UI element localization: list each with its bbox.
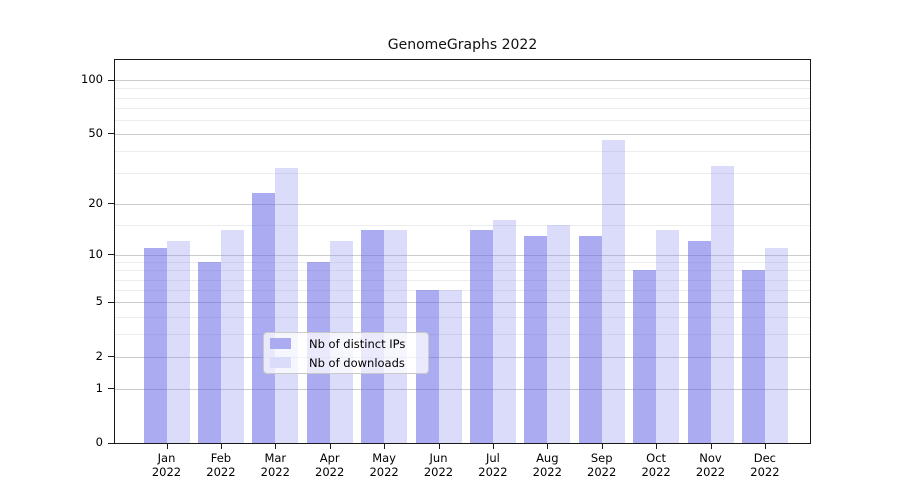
- bar-downloads-jun: [438, 290, 462, 443]
- bar-distinct-ips-oct: [633, 270, 657, 443]
- bar-distinct-ips-sep: [578, 235, 602, 443]
- y-tick-label-5: 5: [95, 294, 103, 309]
- bar-distinct-ips-feb: [197, 262, 221, 443]
- x-tick-nov: [710, 444, 712, 449]
- bar-distinct-ips-nov: [687, 241, 711, 443]
- x-tick-label-feb: Feb 2022: [206, 451, 236, 479]
- major-gridline-10: [115, 254, 810, 256]
- x-tick-sep: [601, 444, 603, 449]
- y-tick-2: [108, 356, 115, 358]
- major-gridline-20: [115, 203, 810, 205]
- bar-downloads-dec: [764, 247, 788, 443]
- y-tick-1: [108, 388, 115, 389]
- minor-gridline-80: [115, 97, 810, 99]
- minor-gridline-3: [115, 334, 810, 335]
- y-tick-0: [108, 442, 115, 444]
- legend-row-downloads: Nb of downloads: [264, 353, 428, 372]
- bar-downloads-oct: [656, 230, 680, 443]
- major-gridline-5: [115, 302, 810, 304]
- legend-swatch-downloads: [270, 357, 291, 368]
- legend-label-downloads: Nb of downloads: [309, 355, 405, 370]
- x-tick-mar: [275, 444, 277, 449]
- x-tick-label-mar: Mar 2022: [260, 451, 290, 479]
- x-tick-label-nov: Nov 2022: [695, 451, 726, 479]
- y-tick-label-100: 100: [81, 72, 103, 87]
- x-tick-aug: [547, 444, 549, 449]
- x-tick-oct: [656, 444, 658, 449]
- minor-gridline-8: [115, 270, 810, 272]
- major-gridline-1: [115, 388, 810, 390]
- x-tick-apr: [329, 444, 331, 449]
- x-tick-jun: [438, 444, 440, 449]
- x-tick-label-dec: Dec 2022: [750, 451, 780, 479]
- x-tick-dec: [764, 444, 766, 449]
- x-tick-feb: [220, 444, 222, 449]
- chart-title: GenomeGraphs 2022: [387, 37, 538, 53]
- y-tick-20: [108, 203, 115, 205]
- y-tick-label-1: 1: [95, 380, 103, 395]
- x-tick-label-sep: Sep 2022: [587, 451, 617, 479]
- x-tick-jul: [492, 444, 494, 449]
- bar-distinct-ips-jul: [469, 230, 493, 443]
- y-tick-50: [108, 133, 115, 135]
- y-tick-label-20: 20: [88, 195, 103, 210]
- bar-distinct-ips-mar: [252, 193, 276, 443]
- y-tick-5: [108, 301, 115, 303]
- major-gridline-2: [115, 356, 810, 358]
- y-tick-100: [108, 79, 115, 81]
- major-gridline-50: [115, 133, 810, 135]
- y-tick-10: [108, 254, 115, 255]
- x-tick-label-apr: Apr 2022: [315, 451, 345, 479]
- bar-downloads-mar: [275, 168, 299, 443]
- minor-gridline-40: [115, 151, 810, 153]
- minor-gridline-4: [115, 316, 810, 318]
- legend-label-distinct-ips: Nb of distinct IPs: [309, 336, 406, 351]
- minor-gridline-30: [115, 173, 810, 175]
- x-tick-label-jun: Jun 2022: [423, 451, 454, 479]
- minor-gridline-90: [115, 88, 810, 90]
- bar-downloads-nov: [710, 165, 734, 443]
- legend: Nb of distinct IPs Nb of downloads: [263, 332, 429, 374]
- x-tick-may: [384, 444, 386, 449]
- major-gridline-100: [115, 80, 810, 82]
- minor-gridline-60: [115, 119, 810, 121]
- x-tick-jan: [166, 444, 168, 449]
- bar-downloads-sep: [601, 140, 625, 443]
- bar-distinct-ips-dec: [741, 270, 765, 443]
- minor-gridline-70: [115, 107, 810, 109]
- bar-distinct-ips-jan: [143, 247, 167, 443]
- y-tick-label-0: 0: [95, 435, 103, 449]
- y-tick-label-2: 2: [95, 348, 103, 363]
- minor-gridline-15: [115, 225, 810, 227]
- x-tick-label-jan: Jan 2022: [151, 451, 182, 479]
- y-tick-label-10: 10: [88, 246, 103, 261]
- legend-row-distinct-ips: Nb of distinct IPs: [264, 334, 428, 353]
- x-tick-label-jul: Jul 2022: [478, 451, 508, 479]
- x-tick-label-may: May 2022: [369, 451, 399, 479]
- bar-downloads-jan: [166, 241, 190, 443]
- plot-area: [114, 59, 811, 444]
- x-tick-label-aug: Aug 2022: [532, 451, 562, 479]
- bar-distinct-ips-aug: [524, 235, 548, 443]
- minor-gridline-7: [115, 279, 810, 281]
- x-tick-label-oct: Oct 2022: [641, 451, 671, 479]
- minor-gridline-6: [115, 290, 810, 291]
- minor-gridline-9: [115, 262, 810, 263]
- y-tick-label-50: 50: [88, 125, 103, 140]
- bar-downloads-feb: [220, 230, 244, 443]
- bar-downloads-aug: [547, 225, 571, 443]
- bar-downloads-jul: [492, 220, 516, 443]
- legend-swatch-distinct-ips: [270, 338, 291, 349]
